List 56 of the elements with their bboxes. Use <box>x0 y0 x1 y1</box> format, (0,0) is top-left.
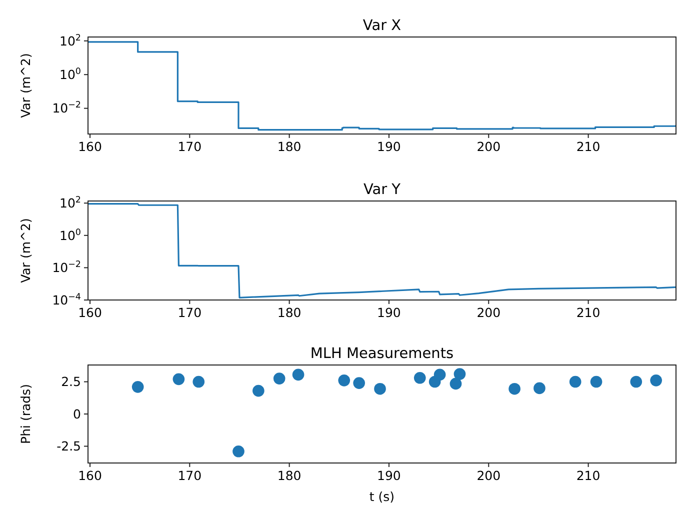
point <box>132 381 144 393</box>
y-tick-label: 10$^{2}$ <box>60 33 81 48</box>
point <box>650 374 662 386</box>
y-tick-label: 0 <box>73 406 82 422</box>
point <box>534 382 546 394</box>
point <box>172 373 185 386</box>
y-axis-title: Var (m^2) <box>18 53 33 118</box>
chart-title: Var X <box>362 18 402 34</box>
point <box>353 377 365 389</box>
y-tick-label: 10$^{2}$ <box>60 195 81 210</box>
x-tick-label: 160 <box>78 305 102 320</box>
point <box>273 372 286 384</box>
point <box>450 378 462 390</box>
y-tick-label: 10$^{−2}$ <box>52 100 81 116</box>
x-tick-label: 210 <box>576 139 600 154</box>
x-tick-label: 210 <box>576 305 600 320</box>
x-tick-label: 190 <box>377 305 401 320</box>
point <box>192 376 205 388</box>
x-tick-label: 160 <box>78 468 102 483</box>
y-tick-label: 10$^{−4}$ <box>52 292 82 308</box>
x-tick-label: 200 <box>476 139 501 154</box>
point <box>338 374 350 386</box>
y-tick-label: 10$^{0}$ <box>60 66 81 82</box>
point <box>569 376 582 388</box>
chart-title: Var Y <box>363 182 401 198</box>
chart-title: MLH Measurements <box>310 346 454 362</box>
point <box>414 372 426 384</box>
x-tick-label: 180 <box>277 468 302 483</box>
line-series <box>88 203 676 298</box>
x-tick-label: 170 <box>178 468 202 483</box>
x-tick-label: 200 <box>476 468 501 483</box>
y-tick-label: 10$^{−2}$ <box>52 260 81 276</box>
point <box>232 445 244 458</box>
x-tick-label: 180 <box>277 305 302 320</box>
x-axis-title: t (s) <box>369 489 395 504</box>
point <box>252 384 264 397</box>
point <box>374 382 386 395</box>
y-tick-label: -2.5 <box>56 438 81 454</box>
x-tick-label: 170 <box>178 305 202 320</box>
x-tick-label: 180 <box>277 139 302 154</box>
point <box>434 368 446 381</box>
y-tick-label: 10$^{0}$ <box>60 228 81 243</box>
y-axis-title: Var (m^2) <box>18 218 33 283</box>
point <box>508 382 520 395</box>
x-tick-label: 170 <box>178 139 202 154</box>
point <box>590 376 602 388</box>
x-tick-label: 190 <box>377 139 401 154</box>
y-tick-label: 2.5 <box>61 374 81 390</box>
point <box>454 368 466 380</box>
y-axis-title: Phi (rads) <box>18 384 33 444</box>
x-tick-label: 210 <box>576 468 600 483</box>
x-tick-label: 160 <box>78 139 102 154</box>
point <box>630 376 642 388</box>
x-tick-label: 190 <box>377 468 401 483</box>
x-tick-label: 200 <box>476 305 501 320</box>
point <box>292 368 304 381</box>
